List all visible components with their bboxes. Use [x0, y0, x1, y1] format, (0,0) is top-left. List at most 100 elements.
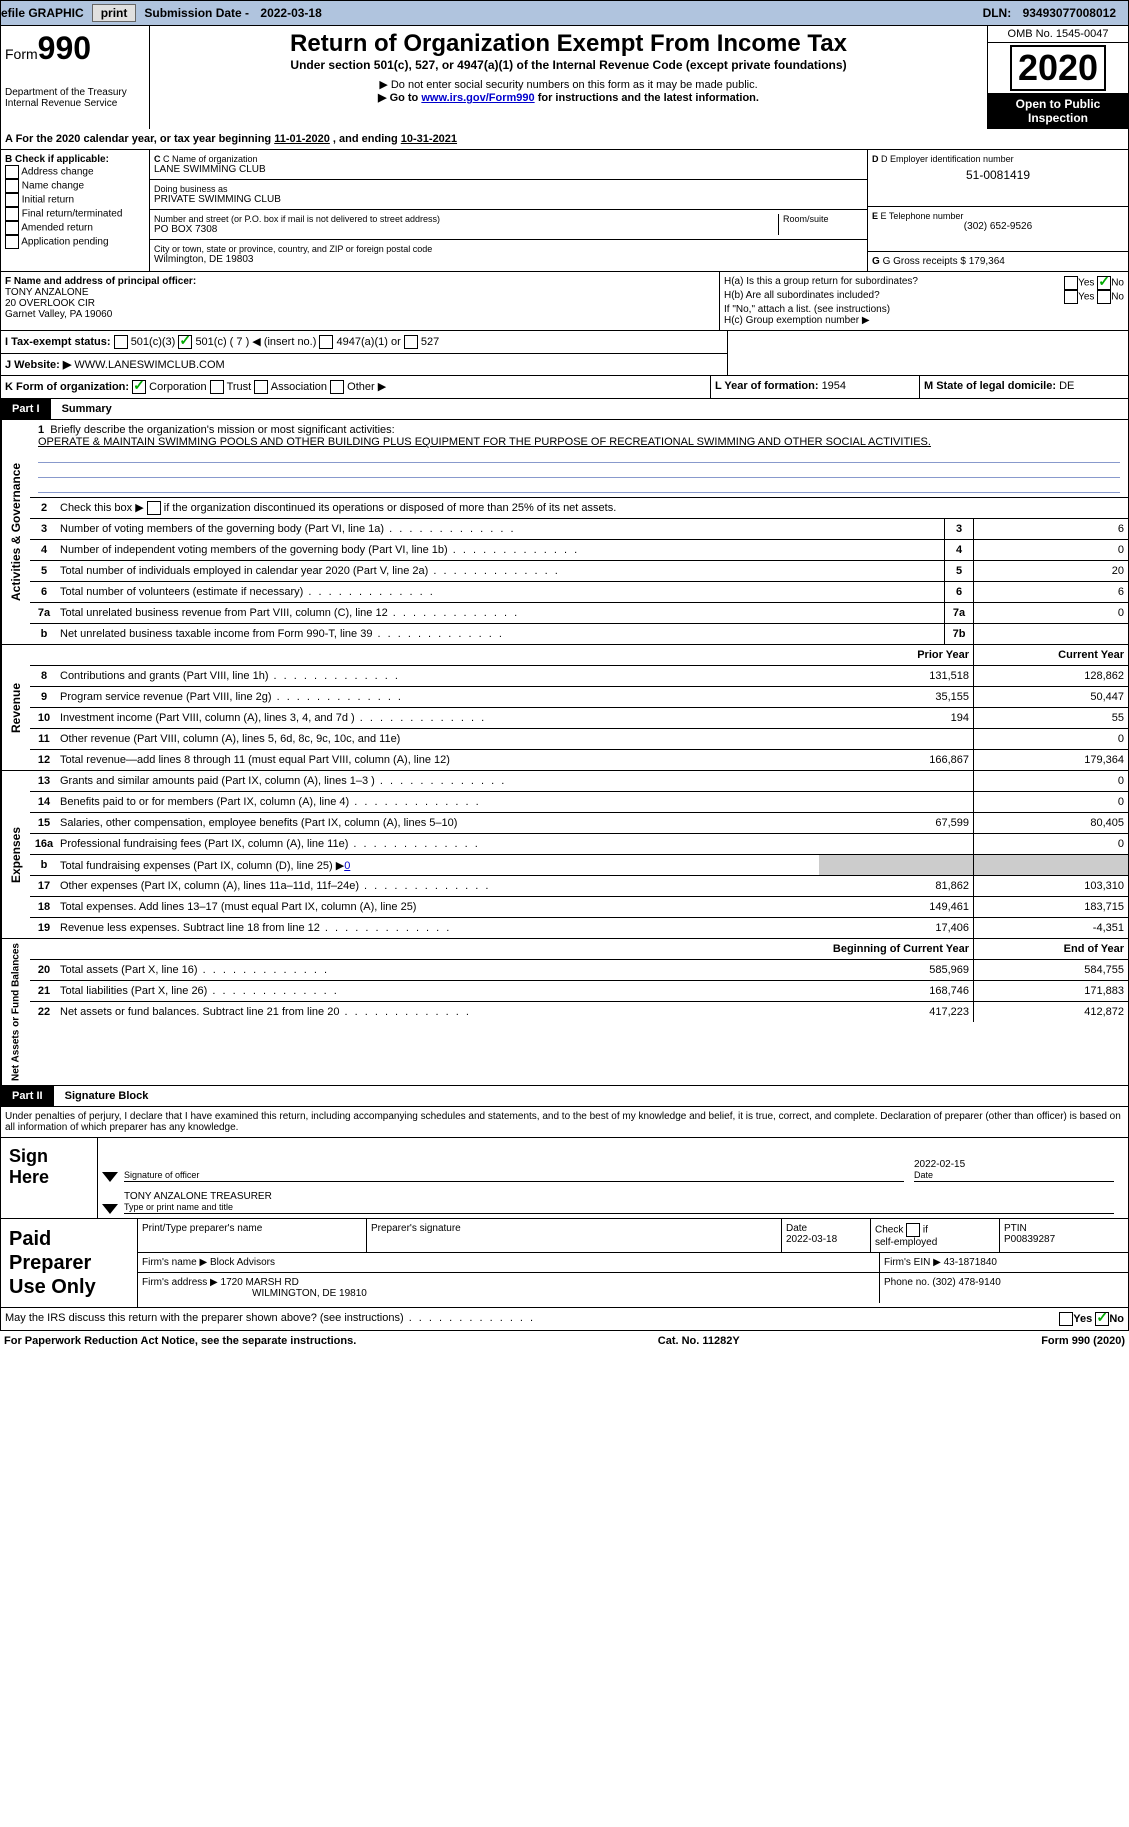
- dept-treasury: Department of the Treasury Internal Reve…: [5, 87, 145, 109]
- line-17: 17Other expenses (Part IX, column (A), l…: [30, 876, 1128, 897]
- line-10: 10Investment income (Part VIII, column (…: [30, 708, 1128, 729]
- row-klm: K Form of organization: Corporation Trus…: [0, 376, 1129, 399]
- city-cell: City or town, state or province, country…: [150, 240, 867, 269]
- cb-discontinued[interactable]: [147, 501, 161, 515]
- ha-yes[interactable]: [1064, 276, 1078, 290]
- col-headers-2: Beginning of Current YearEnd of Year: [30, 939, 1128, 960]
- line-12: 12Total revenue—add lines 8 through 11 (…: [30, 750, 1128, 770]
- pp-firm-ein: Firm's EIN ▶ 43-1871840: [880, 1253, 1128, 1272]
- row-ij: I Tax-exempt status: 501(c)(3) 501(c) ( …: [0, 331, 1129, 376]
- cb-app-pending[interactable]: Application pending: [5, 235, 145, 249]
- cb-assoc[interactable]: [254, 380, 268, 394]
- pp-firm-name: Firm's name ▶ Block Advisors: [138, 1253, 880, 1272]
- pp-ptin: PTINP00839287: [1000, 1219, 1128, 1252]
- cb-other[interactable]: [330, 380, 344, 394]
- side-rev: Revenue: [1, 645, 30, 770]
- cb-corp[interactable]: [132, 380, 146, 394]
- phone-cell: E E Telephone number (302) 652-9526: [868, 207, 1128, 252]
- line-14: 14Benefits paid to or for members (Part …: [30, 792, 1128, 813]
- print-button[interactable]: print: [92, 4, 137, 22]
- line-19: 19Revenue less expenses. Subtract line 1…: [30, 918, 1128, 938]
- ein-cell: D D Employer identification number 51-00…: [868, 150, 1128, 207]
- cb-initial-return[interactable]: Initial return: [5, 193, 145, 207]
- sig-declaration: Under penalties of perjury, I declare th…: [1, 1107, 1128, 1137]
- row-fh: F Name and address of principal officer:…: [0, 272, 1129, 331]
- irs-link[interactable]: www.irs.gov/Form990: [421, 92, 534, 104]
- footer-mid: Cat. No. 11282Y: [658, 1335, 740, 1347]
- col-l: L Year of formation: 1954: [710, 376, 919, 398]
- ha-no[interactable]: [1097, 276, 1111, 290]
- form-title: Return of Organization Exempt From Incom…: [154, 30, 983, 58]
- part1-gov: Activities & Governance 1 Briefly descri…: [0, 420, 1129, 645]
- sig-date-field[interactable]: 2022-02-15Date: [914, 1159, 1114, 1182]
- cb-name-change[interactable]: Name change: [5, 179, 145, 193]
- line-5: 5Total number of individuals employed in…: [30, 561, 1128, 582]
- note-ssn: ▶ Do not enter social security numbers o…: [154, 78, 983, 91]
- cb-amended[interactable]: Amended return: [5, 221, 145, 235]
- line-4: 4Number of independent voting members of…: [30, 540, 1128, 561]
- part1-header: Part I Summary: [0, 399, 1129, 420]
- paid-preparer: Paid Preparer Use Only Print/Type prepar…: [0, 1219, 1129, 1308]
- line-9: 9Program service revenue (Part VIII, lin…: [30, 687, 1128, 708]
- col-b: B Check if applicable: Address change Na…: [1, 150, 150, 271]
- omb-number: OMB No. 1545-0047: [988, 26, 1128, 43]
- line-18: 18Total expenses. Add lines 13–17 (must …: [30, 897, 1128, 918]
- addr-cell: Number and street (or P.O. box if mail i…: [150, 210, 867, 240]
- header-center: Return of Organization Exempt From Incom…: [150, 26, 987, 129]
- col-headers: Prior YearCurrent Year: [30, 645, 1128, 666]
- hb-yes[interactable]: [1064, 290, 1078, 304]
- cb-self-employed[interactable]: [906, 1223, 920, 1237]
- line-2: 2 Check this box ▶ if the organization d…: [30, 498, 1128, 519]
- side-gov: Activities & Governance: [1, 420, 30, 644]
- cb-527[interactable]: [404, 335, 418, 349]
- arrow-icon: [102, 1182, 118, 1214]
- line-16a: 16aProfessional fundraising fees (Part I…: [30, 834, 1128, 855]
- col-m: M State of legal domicile: DE: [919, 376, 1128, 398]
- col-f: F Name and address of principal officer:…: [1, 272, 719, 330]
- line-11: 11Other revenue (Part VIII, column (A), …: [30, 729, 1128, 750]
- efile-label: efile GRAPHIC: [1, 6, 84, 20]
- form-header: Form990 Department of the Treasury Inter…: [0, 26, 1129, 129]
- line-13: 13Grants and similar amounts paid (Part …: [30, 771, 1128, 792]
- sig-name-field[interactable]: TONY ANZALONE TREASURERType or print nam…: [124, 1191, 1114, 1214]
- hb-no[interactable]: [1097, 290, 1111, 304]
- line-15: 15Salaries, other compensation, employee…: [30, 813, 1128, 834]
- dba-cell: Doing business as PRIVATE SWIMMING CLUB: [150, 180, 867, 210]
- line-20: 20Total assets (Part X, line 16)585,9695…: [30, 960, 1128, 981]
- discuss-no[interactable]: [1095, 1312, 1109, 1326]
- info-grid: B Check if applicable: Address change Na…: [0, 150, 1129, 272]
- paid-prep-label: Paid Preparer Use Only: [1, 1219, 138, 1307]
- col-h-bottom: [727, 331, 1128, 375]
- row-i: I Tax-exempt status: 501(c)(3) 501(c) ( …: [1, 331, 727, 354]
- cb-501c3[interactable]: [114, 335, 128, 349]
- note-goto: ▶ Go to www.irs.gov/Form990 for instruct…: [154, 91, 983, 104]
- arrow-icon: [102, 1142, 118, 1182]
- header-right: OMB No. 1545-0047 2020 Open to Public In…: [987, 26, 1128, 129]
- part1-net: Net Assets or Fund Balances Beginning of…: [0, 939, 1129, 1086]
- cb-final-return[interactable]: Final return/terminated: [5, 207, 145, 221]
- form-subtitle: Under section 501(c), 527, or 4947(a)(1)…: [154, 58, 983, 72]
- line-21: 21Total liabilities (Part X, line 26)168…: [30, 981, 1128, 1002]
- row-j: J Website: ▶ WWW.LANESWIMCLUB.COM: [1, 354, 727, 375]
- discuss-row: May the IRS discuss this return with the…: [0, 1308, 1129, 1331]
- pp-date: Date2022-03-18: [782, 1219, 871, 1252]
- line-1: 1 Briefly describe the organization's mi…: [30, 420, 1128, 498]
- col-h: H(a) Is this a group return for subordin…: [719, 272, 1128, 330]
- footer-right: Form 990 (2020): [1041, 1335, 1125, 1347]
- dln: DLN: 93493077008012: [983, 6, 1124, 20]
- section-a: A For the 2020 calendar year, or tax yea…: [0, 129, 1129, 150]
- top-bar: efile GRAPHIC print Submission Date - 20…: [0, 0, 1129, 26]
- pp-name: Print/Type preparer's name: [138, 1219, 367, 1252]
- col-c: C C Name of organization LANE SWIMMING C…: [150, 150, 867, 271]
- sig-block: Under penalties of perjury, I declare th…: [0, 1107, 1129, 1219]
- cb-4947[interactable]: [319, 335, 333, 349]
- submission-date: Submission Date - 2022-03-18: [144, 6, 329, 20]
- cb-501c[interactable]: [178, 335, 192, 349]
- pp-sig: Preparer's signature: [367, 1219, 782, 1252]
- discuss-yes[interactable]: [1059, 1312, 1073, 1326]
- cb-trust[interactable]: [210, 380, 224, 394]
- open-to-public: Open to Public Inspection: [988, 93, 1128, 129]
- cb-address-change[interactable]: Address change: [5, 165, 145, 179]
- sig-officer-field[interactable]: Signature of officer: [124, 1159, 904, 1182]
- line-16b: bTotal fundraising expenses (Part IX, co…: [30, 855, 1128, 876]
